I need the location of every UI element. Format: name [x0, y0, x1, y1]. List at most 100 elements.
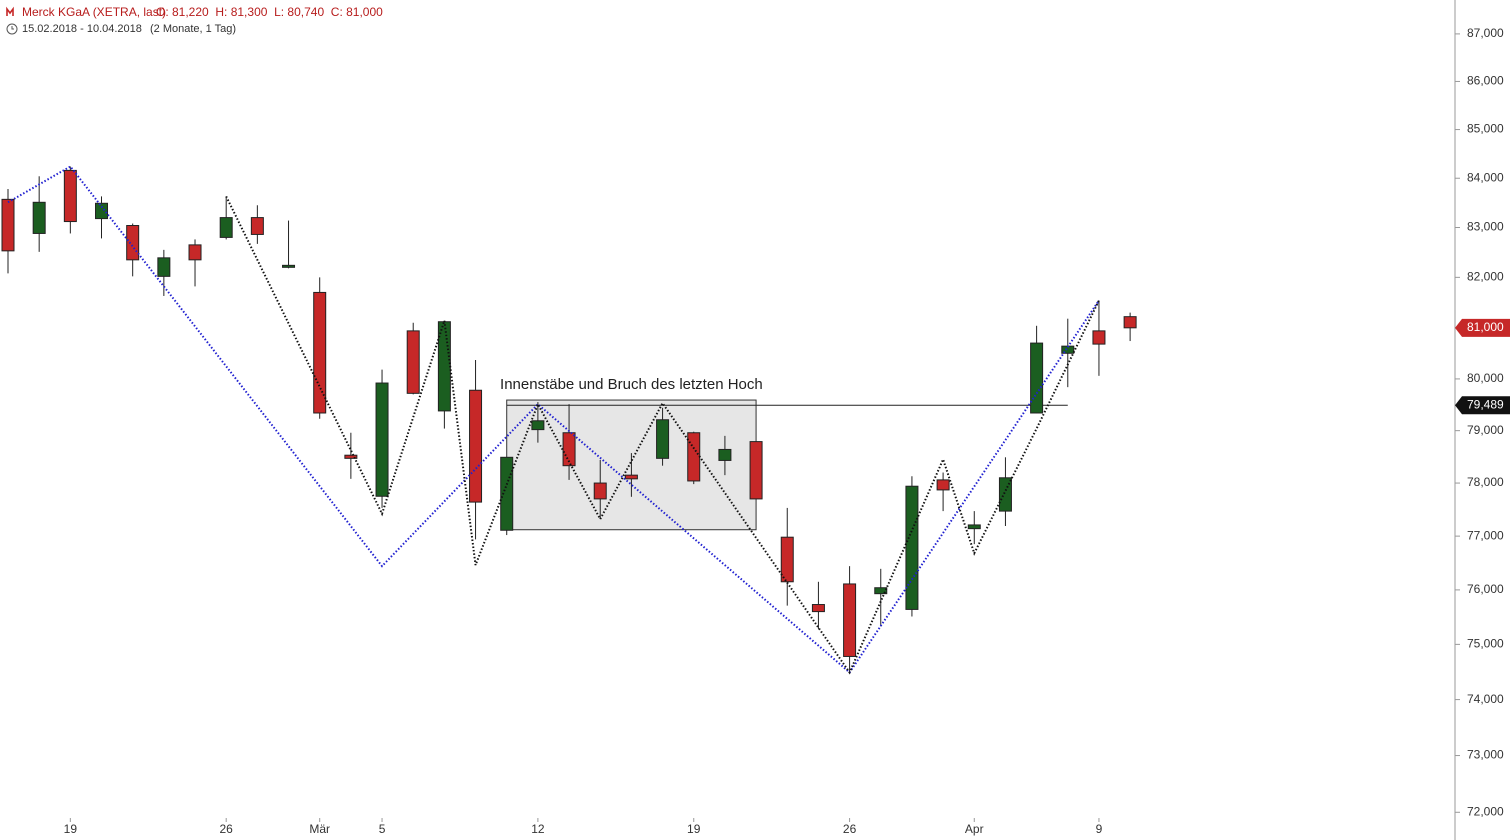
candle-body	[593, 482, 607, 500]
y-tick-label: 72,000	[1467, 804, 1504, 818]
candle-body	[126, 225, 140, 261]
y-tick-label: 80,000	[1467, 371, 1504, 385]
x-tick-label: 12	[531, 822, 545, 836]
candle-body	[998, 477, 1012, 512]
candle-body	[905, 485, 919, 610]
candle	[593, 459, 607, 520]
x-tick-label: 9	[1096, 822, 1103, 836]
candle-body	[718, 448, 732, 461]
candle-body	[375, 382, 389, 497]
period: (2 Monate, 1 Tag)	[150, 23, 236, 35]
candle-body	[936, 479, 950, 491]
candle-body	[500, 456, 514, 531]
candle	[1, 189, 15, 274]
x-tick-label: 5	[379, 822, 386, 836]
candle-body	[1123, 316, 1137, 329]
x-tick-label: 26	[220, 822, 234, 836]
candle	[936, 472, 950, 512]
ohlc-label: O: 81,220 H: 81,300 L: 80,740 C: 81,000	[156, 5, 383, 19]
y-tick-label: 82,000	[1467, 270, 1504, 284]
x-tick-label: Mär	[309, 822, 330, 836]
candle-body	[406, 330, 420, 394]
candle-body	[95, 202, 109, 220]
x-tick-label: 19	[64, 822, 78, 836]
y-tick-label: 78,000	[1467, 475, 1504, 489]
x-tick-label: 19	[687, 822, 701, 836]
candle-body	[32, 201, 46, 234]
candle	[313, 277, 327, 419]
candle-body	[687, 432, 701, 482]
candle-body	[219, 217, 233, 238]
subtitle: 15.02.2018 - 10.04.2018	[22, 23, 142, 35]
candle	[188, 239, 202, 287]
candle-body	[344, 454, 358, 459]
candle	[811, 581, 825, 630]
y-tick-label: 79,000	[1467, 423, 1504, 437]
logo	[6, 6, 14, 16]
zigzag-line	[7, 165, 1100, 674]
y-tick-label: 73,000	[1467, 748, 1504, 762]
candle-body	[749, 441, 763, 500]
candle	[1092, 300, 1106, 376]
candle	[998, 457, 1012, 526]
candle	[687, 431, 701, 485]
candle	[874, 568, 888, 627]
clock-icon	[6, 23, 18, 35]
candle	[375, 369, 389, 508]
candle	[157, 249, 171, 296]
y-tick-label: 83,000	[1467, 220, 1504, 234]
zigzag-line	[225, 195, 1100, 675]
candle	[562, 404, 576, 480]
candle	[126, 223, 140, 277]
candle	[250, 205, 264, 244]
candle	[500, 456, 514, 536]
candle	[406, 322, 420, 395]
x-tick-label: Apr	[965, 822, 984, 836]
candle-body	[843, 583, 857, 657]
candle	[1061, 318, 1075, 388]
y-tick-label: 85,000	[1467, 122, 1504, 136]
candle-body	[188, 244, 202, 261]
candle-body	[780, 536, 794, 583]
price-tag-label: 79,489	[1467, 397, 1504, 411]
candle	[531, 402, 545, 443]
annotation-label: Innenstäbe und Bruch des letzten Hoch	[500, 376, 763, 393]
candle-body	[811, 604, 825, 613]
candle	[967, 511, 981, 545]
candle	[843, 566, 857, 673]
y-tick-label: 75,000	[1467, 637, 1504, 651]
candle	[780, 507, 794, 606]
candle-body	[282, 264, 296, 268]
candle	[1030, 325, 1044, 414]
x-tick-label: 26	[843, 822, 857, 836]
candle	[32, 176, 46, 252]
candle	[624, 453, 638, 497]
candle-body	[157, 257, 171, 277]
candle	[219, 196, 233, 240]
clock-hands	[11, 26, 14, 30]
candle-body	[656, 419, 670, 459]
candle-body	[250, 217, 264, 235]
price-tag	[1455, 396, 1510, 415]
candle-body	[531, 420, 545, 431]
candle	[905, 476, 919, 617]
y-tick-label: 76,000	[1467, 582, 1504, 596]
candle	[282, 220, 296, 269]
price-tag-label: 81,000	[1467, 320, 1504, 334]
candle	[656, 407, 670, 466]
y-tick-label: 74,000	[1467, 692, 1504, 706]
candle	[95, 196, 109, 239]
y-tick-label: 87,000	[1467, 26, 1504, 40]
candle-body	[63, 169, 77, 223]
price-tag	[1455, 318, 1510, 337]
candle	[344, 432, 358, 479]
candle-body	[469, 389, 483, 503]
candle-body	[437, 321, 451, 412]
candle-body	[1, 198, 15, 252]
candle-body	[874, 587, 888, 595]
y-tick-label: 77,000	[1467, 528, 1504, 542]
candle	[1123, 312, 1137, 342]
y-tick-label: 86,000	[1467, 74, 1504, 88]
